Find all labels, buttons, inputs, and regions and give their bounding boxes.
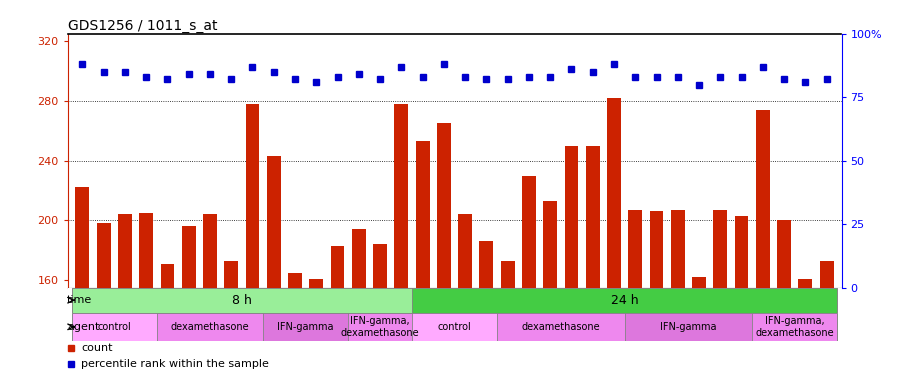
Text: dexamethasone: dexamethasone (171, 322, 249, 332)
Bar (72, 313, 157, 341)
Text: control: control (97, 322, 131, 332)
Bar (266, 156, 281, 288)
Bar (564, 146, 579, 288)
Text: dexamethasone: dexamethasone (521, 322, 600, 332)
Bar (798, 279, 813, 288)
Bar (72, 288, 412, 313)
Bar (416, 141, 429, 288)
Bar (497, 313, 625, 341)
Bar (522, 176, 536, 288)
Text: control: control (437, 322, 472, 332)
Bar (263, 313, 348, 341)
Bar (752, 313, 837, 341)
Bar (348, 313, 412, 341)
Text: agent: agent (68, 322, 99, 332)
Bar (288, 273, 302, 288)
Bar (625, 313, 752, 341)
Text: IFN-gamma: IFN-gamma (661, 322, 716, 332)
Bar (412, 288, 837, 313)
Bar (374, 244, 387, 288)
Text: IFN-gamma: IFN-gamma (277, 322, 334, 332)
Bar (118, 214, 131, 288)
Bar (628, 210, 643, 288)
Bar (157, 313, 263, 341)
Text: 8 h: 8 h (232, 294, 252, 307)
Bar (246, 104, 259, 288)
Bar (756, 110, 770, 288)
Bar (734, 216, 749, 288)
Bar (76, 188, 89, 288)
Text: time: time (68, 295, 93, 305)
Bar (96, 224, 111, 288)
Bar (437, 123, 451, 288)
Bar (203, 214, 217, 288)
Bar (670, 210, 685, 288)
Bar (778, 220, 791, 288)
Bar (352, 229, 365, 288)
Text: IFN-gamma,
dexamethasone: IFN-gamma, dexamethasone (755, 316, 834, 338)
Bar (714, 210, 727, 288)
Bar (586, 146, 599, 288)
Bar (480, 241, 493, 288)
Text: GDS1256 / 1011_s_at: GDS1256 / 1011_s_at (68, 19, 217, 33)
Bar (608, 98, 621, 288)
Bar (140, 213, 153, 288)
Bar (394, 104, 409, 288)
Bar (544, 201, 557, 288)
Bar (224, 261, 238, 288)
Bar (330, 246, 345, 288)
Bar (650, 211, 663, 288)
Bar (458, 214, 472, 288)
Text: 24 h: 24 h (611, 294, 638, 307)
Text: IFN-gamma,
dexamethasone: IFN-gamma, dexamethasone (341, 316, 419, 338)
Bar (160, 264, 175, 288)
Bar (692, 277, 706, 288)
Bar (500, 261, 515, 288)
Bar (182, 226, 195, 288)
Text: percentile rank within the sample: percentile rank within the sample (81, 358, 269, 369)
Bar (412, 313, 497, 341)
Bar (310, 279, 323, 288)
Text: count: count (81, 344, 112, 353)
Bar (820, 261, 833, 288)
